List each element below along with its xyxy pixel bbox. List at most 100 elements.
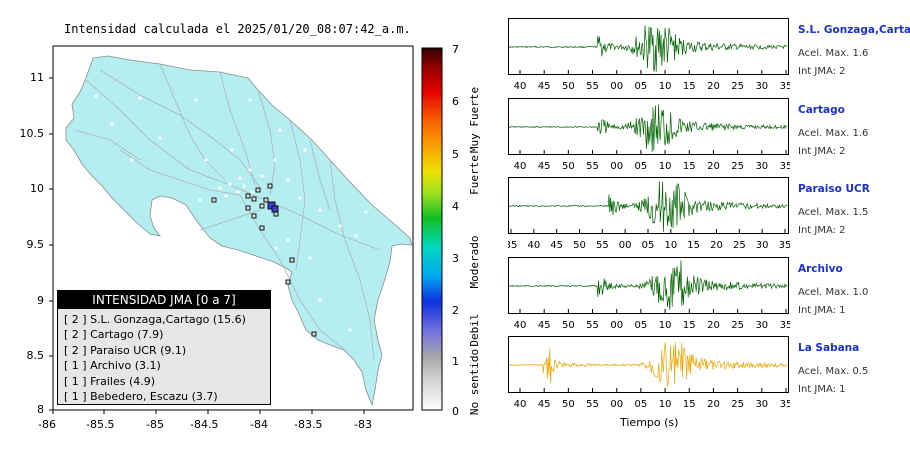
waveform-tick-label: 05 — [635, 161, 648, 172]
waveform-tick-label: 00 — [619, 240, 632, 251]
waveform-tick-label: 25 — [731, 399, 744, 410]
colorbar-tick: 0 — [452, 405, 459, 418]
waveform-tick-label: 00 — [610, 81, 623, 92]
waveform-tick-label: 30 — [755, 161, 768, 172]
waveform-tick-label: 50 — [562, 320, 575, 331]
lon-tick: -84.5 — [190, 418, 219, 431]
intensity-legend: INTENSIDAD JMA [0 a 7] [ 2 ] S.L. Gonzag… — [57, 290, 271, 405]
colorbar-category-labels: Muy Fuerte Fuerte Moderado Debil No sent… — [468, 87, 481, 415]
waveform-tick-label: 30 — [755, 81, 768, 92]
colorbar-tick: 2 — [452, 304, 459, 317]
lon-tick-labels: -86 -85.5 -85 -84.5 -84 -83.5 -83 — [0, 418, 430, 432]
waveform-tick-label: 55 — [586, 81, 599, 92]
intensity-markers — [211, 183, 317, 337]
waveform-tick-label: 40 — [514, 81, 527, 92]
colorbar-tick: 7 — [452, 43, 459, 56]
waveform-tick-label: 05 — [635, 320, 648, 331]
colorbar-tick: 4 — [452, 200, 459, 213]
station-int-jma: Int JMA: 2 — [798, 225, 846, 236]
category-moderado: Moderado — [468, 236, 481, 289]
waveform-trace — [509, 25, 788, 73]
waveform-tick-label: 35 — [780, 399, 790, 410]
station-int-jma: Int JMA: 1 — [798, 384, 846, 395]
station-name: La Sabana — [798, 342, 860, 354]
waveform-tick-label: 25 — [731, 320, 744, 331]
waveform-tick-label: 00 — [610, 399, 623, 410]
waveform-tick-label: 35 — [779, 240, 790, 251]
lon-tick: -85 — [146, 418, 164, 431]
lat-tick: 10 — [30, 182, 44, 195]
category-muy-fuerte: Muy Fuerte — [468, 87, 481, 153]
legend-item: [ 2 ] Paraiso UCR (9.1) — [64, 343, 187, 357]
legend-item: [ 2 ] S.L. Gonzaga,Cartago (15.6) — [64, 313, 246, 326]
waveform-panel: 40 45 50 55 00 05 10 15 20 25 30 35 — [508, 257, 790, 331]
lat-tick-labels: 11 10.5 10 9.5 9 8.5 8 — [0, 0, 50, 440]
lon-tick: -86 — [38, 418, 56, 431]
waveform-tick-label: 05 — [642, 240, 655, 251]
station-int-jma: Int JMA: 2 — [798, 146, 846, 157]
station-name: Paraiso UCR — [798, 183, 870, 195]
waveform-tick-label: 30 — [755, 320, 768, 331]
station-int-jma: Int JMA: 1 — [798, 305, 846, 316]
waveform-tick-label: 20 — [707, 399, 720, 410]
station-acel-max: Acel. Max. 1.6 — [798, 128, 869, 139]
legend-list: [ 2 ] S.L. Gonzaga,Cartago (15.6) [ 2 ] … — [58, 309, 270, 404]
waveform-x-label: Tiempo (s) — [620, 416, 679, 429]
waveform-panel: 40 45 50 55 00 05 10 15 20 25 30 35 — [508, 18, 790, 92]
lon-tick: -85.5 — [86, 418, 115, 431]
waveform-tick-label: 35 — [780, 81, 790, 92]
station-dots — [94, 94, 377, 407]
waveform-tick-label: 45 — [538, 81, 551, 92]
waveform-tick-label: 45 — [538, 399, 551, 410]
waveform-tick-label: 35 — [780, 320, 790, 331]
waveform-tick-label: 20 — [707, 320, 720, 331]
station-name: Archivo — [798, 263, 843, 275]
waveform-tick-label: 05 — [635, 399, 648, 410]
legend-item: [ 1 ] Frailes (4.9) — [64, 374, 156, 388]
waveform-tick-label: 00 — [610, 320, 623, 331]
station-int-jma: Int JMA: 2 — [798, 66, 846, 77]
waveform-tick-label: 15 — [683, 161, 696, 172]
lat-tick: 10.5 — [19, 127, 45, 140]
waveform-tick-label: 30 — [756, 240, 769, 251]
waveform-tick-label: 55 — [586, 161, 599, 172]
colorbar-tick: 5 — [452, 148, 459, 161]
waveform-tick-label: 25 — [731, 81, 744, 92]
waveform-tick-label: 40 — [514, 320, 527, 331]
waveform-tick-label: 50 — [562, 399, 575, 410]
waveform-tick-label: 55 — [586, 399, 599, 410]
waveform-tick-label: 35 — [508, 240, 517, 251]
waveform-tick-label: 10 — [659, 161, 672, 172]
legend-item: [ 1 ] Archivo (3.1) — [64, 359, 161, 373]
legend-item: [ 2 ] Cartago (7.9) — [64, 328, 164, 342]
category-debil: Debil — [468, 313, 481, 346]
waveform-panel: 35 40 45 50 55 00 05 10 15 20 25 30 35 — [508, 177, 790, 251]
waveform-tick-label: 50 — [562, 161, 575, 172]
lon-tick: -83 — [354, 418, 372, 431]
waveform-panel: 40 45 50 55 00 05 10 15 20 25 30 35 — [508, 98, 790, 172]
waveform-tick-label: 40 — [514, 399, 527, 410]
waveform-tick-label: 40 — [527, 240, 540, 251]
waveform-tick-label: 30 — [755, 399, 768, 410]
waveform-trace — [508, 260, 788, 310]
legend-title: INTENSIDAD JMA [0 a 7] — [58, 291, 270, 309]
lat-tick: 8 — [37, 403, 44, 416]
waveform-tick-label: 10 — [664, 240, 677, 251]
waveform-tick-label: 05 — [635, 81, 648, 92]
waveform-tick-label: 10 — [659, 320, 672, 331]
lat-tick: 9 — [37, 294, 44, 307]
colorbar-tick: 6 — [452, 95, 459, 108]
waveform-trace — [508, 104, 788, 153]
waveform-tick-label: 20 — [707, 161, 720, 172]
waveform-tick-label: 45 — [550, 240, 563, 251]
waveform-tick-label: 40 — [514, 161, 527, 172]
waveform-panel: 40 45 50 55 00 05 10 15 20 25 30 35 — [508, 336, 790, 410]
intensity-colorbar — [421, 47, 443, 411]
lon-tick: -83.5 — [294, 418, 323, 431]
category-no-sentido: No sentido — [468, 349, 481, 415]
waveform-tick-label: 25 — [733, 240, 746, 251]
waveform-tick-label: 15 — [683, 399, 696, 410]
waveform-tick-label: 50 — [562, 81, 575, 92]
waveform-tick-label: 20 — [707, 81, 720, 92]
station-acel-max: Acel. Max. 1.0 — [798, 287, 869, 298]
